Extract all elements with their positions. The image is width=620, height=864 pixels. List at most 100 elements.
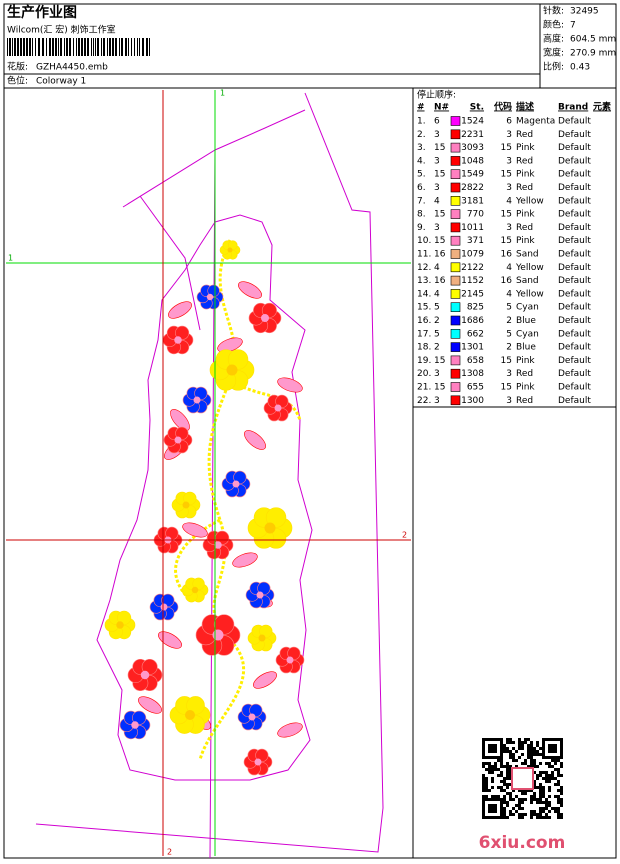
cell: 21.	[417, 383, 431, 393]
cell: 770	[467, 210, 484, 220]
qr-cell	[545, 813, 548, 816]
qr-cell	[509, 738, 512, 741]
qr-cell	[503, 816, 506, 819]
qr-cell	[548, 765, 551, 768]
qr-cell	[530, 759, 533, 762]
cell: Default	[558, 316, 591, 326]
qr-cell	[500, 789, 503, 792]
qr-cell	[530, 741, 533, 744]
qr-cell	[533, 747, 536, 750]
qr-cell	[560, 792, 563, 795]
qr-cell	[497, 816, 500, 819]
cell: 15.	[417, 303, 431, 313]
cell: 5	[506, 329, 512, 339]
flower-center	[174, 436, 182, 444]
flower-center	[116, 621, 124, 629]
bar-stripe	[76, 38, 77, 56]
qr-cell	[524, 759, 527, 762]
guide-label: 1	[220, 89, 225, 98]
bar-stripe	[20, 38, 22, 56]
qr-cell	[560, 741, 563, 744]
cell: Default	[558, 196, 591, 206]
qr-cell	[515, 759, 518, 762]
qr-cell	[518, 741, 521, 744]
qr-cell	[530, 795, 533, 798]
bar-stripe	[26, 38, 28, 56]
cell: 19.	[417, 356, 431, 366]
qr-cell	[536, 813, 539, 816]
qr-cell	[485, 786, 488, 789]
info-value: 270.9 mm	[570, 49, 616, 59]
qr-cell	[557, 774, 560, 777]
title: 生产作业图	[7, 4, 77, 21]
qr-cell	[527, 765, 530, 768]
qr-cell	[539, 810, 542, 813]
qr-cell	[557, 783, 560, 786]
info-label: 高度:	[543, 33, 564, 45]
cell: 5	[434, 329, 440, 339]
swatch	[450, 209, 461, 219]
petal	[175, 325, 190, 340]
qr-cell	[518, 807, 521, 810]
bar-stripe	[95, 38, 96, 56]
qr-cell	[539, 816, 542, 819]
bar-stripe	[146, 38, 148, 56]
qr-cell	[551, 777, 554, 780]
qr-cell	[536, 798, 539, 801]
qr-cell	[503, 810, 506, 813]
cell: 1308	[461, 369, 484, 379]
qr-cell	[482, 816, 485, 819]
qr-cell	[488, 765, 491, 768]
qr-cell	[500, 816, 503, 819]
qr-cell	[539, 786, 542, 789]
swatch	[450, 249, 461, 259]
swatch	[450, 275, 461, 286]
qr-cell	[491, 756, 494, 759]
qr-cell	[551, 765, 554, 768]
flower	[245, 581, 275, 609]
column-header: 元素	[593, 101, 611, 113]
info-value: 32495	[570, 7, 599, 17]
qr-cell	[548, 756, 551, 759]
qr-cell	[509, 768, 512, 771]
qr-cell	[485, 783, 488, 786]
cell: Red	[516, 223, 533, 233]
flower	[219, 240, 241, 260]
qr-cell	[515, 765, 518, 768]
petal	[141, 658, 158, 675]
flower-center	[227, 247, 233, 253]
flower-center	[261, 314, 269, 322]
cell: 15	[501, 383, 512, 393]
cell: Default	[558, 170, 591, 180]
flower-center	[174, 336, 182, 344]
qr-cell	[494, 750, 497, 753]
cell: 6	[434, 117, 440, 127]
qr-cell	[488, 771, 491, 774]
qr-cell	[536, 765, 539, 768]
qr-cell	[542, 741, 545, 744]
bar-stripe	[69, 38, 71, 56]
qr-cell	[545, 816, 548, 819]
qr-cell	[542, 756, 545, 759]
qr-cell	[485, 762, 488, 765]
info-value: 0.43	[570, 63, 590, 73]
qr-cell	[494, 765, 497, 768]
qr-cell	[494, 807, 497, 810]
flower-center	[182, 501, 190, 509]
bar-stripe	[32, 38, 33, 56]
qr-cell	[482, 789, 485, 792]
flower	[149, 593, 179, 621]
qr-cell	[506, 738, 509, 741]
qr-cell	[503, 765, 506, 768]
qr-cell	[530, 810, 533, 813]
qr-cell	[494, 762, 497, 765]
qr-cell	[551, 774, 554, 777]
bar-stripe	[64, 38, 65, 56]
cell: 4	[506, 196, 512, 206]
qr-cell	[485, 738, 488, 741]
qr-cell	[482, 756, 485, 759]
qr-cell	[560, 756, 563, 759]
swatch	[450, 196, 461, 206]
cell: 2.	[417, 130, 426, 140]
qr-cell	[491, 765, 494, 768]
